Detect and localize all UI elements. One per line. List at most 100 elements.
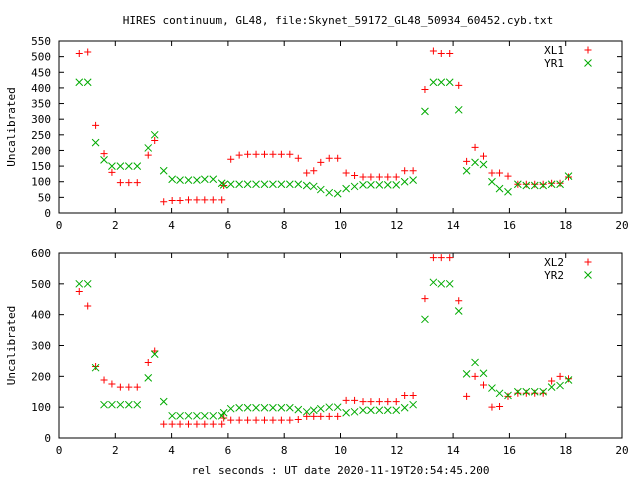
top-point-xl1 xyxy=(286,150,294,158)
top-xtick-label: 2 xyxy=(112,219,119,232)
top-point-xl1 xyxy=(539,180,547,188)
top-point-xl1 xyxy=(480,152,488,160)
top-ytick-label: 400 xyxy=(31,82,51,95)
chart-title: HIRES continuum, GL48, file:Skynet_59172… xyxy=(123,14,553,27)
bottom-ytick-label: 200 xyxy=(31,370,51,383)
top-point-xl1 xyxy=(125,179,133,187)
top-ytick-label: 450 xyxy=(31,66,51,79)
bottom-point-yr2 xyxy=(100,400,108,409)
bottom-point-xl2 xyxy=(116,383,124,391)
bottom-point-xl2 xyxy=(84,302,92,310)
top-ytick-label: 500 xyxy=(31,51,51,64)
top-point-xl1 xyxy=(176,196,184,204)
bottom-xtick-label: 12 xyxy=(390,444,403,457)
bottom-point-yr2 xyxy=(176,411,184,420)
top-point-xl1 xyxy=(548,179,556,187)
top-point-xl1 xyxy=(471,143,479,151)
top-point-xl1 xyxy=(209,196,217,204)
top-point-xl1 xyxy=(252,150,260,158)
top-point-yr1 xyxy=(333,189,342,198)
bottom-point-xl2 xyxy=(244,416,252,424)
bottom-point-yr2 xyxy=(530,387,539,396)
bottom-y-axis-label: Uncalibrated xyxy=(5,306,18,385)
top-point-yr1 xyxy=(226,180,235,189)
bottom-point-xl2 xyxy=(108,380,116,388)
bottom-point-xl2 xyxy=(429,254,437,262)
bottom-point-xl2 xyxy=(463,392,471,400)
bottom-point-yr2 xyxy=(350,407,359,416)
bottom-point-yr2 xyxy=(277,403,286,412)
bottom-point-xl2 xyxy=(286,416,294,424)
bottom-point-yr2 xyxy=(252,403,260,412)
bottom-point-yr2 xyxy=(359,406,367,415)
top-point-xl1 xyxy=(504,172,512,180)
top-point-yr1 xyxy=(367,181,375,189)
bottom-xtick-label: 14 xyxy=(446,444,460,457)
bottom-point-xl2 xyxy=(125,383,133,391)
bottom-point-xl2 xyxy=(303,412,311,420)
top-point-yr1 xyxy=(285,180,294,189)
top-point-yr1 xyxy=(556,180,564,189)
top-point-yr1 xyxy=(277,180,286,189)
bottom-point-yr2 xyxy=(91,363,100,372)
top-point-yr1 xyxy=(294,180,303,189)
bottom-ytick-label: 300 xyxy=(31,340,51,353)
bottom-point-xl2 xyxy=(92,362,100,370)
top-point-yr1 xyxy=(219,181,228,189)
bottom-point-xl2 xyxy=(565,375,573,383)
top-point-yr1 xyxy=(124,162,133,170)
bottom-point-xl2 xyxy=(160,420,168,428)
bottom-point-xl2 xyxy=(496,403,504,411)
bottom-point-xl2 xyxy=(522,389,530,397)
top-ytick-label: 150 xyxy=(31,160,51,173)
top-point-xl1 xyxy=(269,150,277,158)
top-point-xl1 xyxy=(351,171,359,179)
top-point-yr1 xyxy=(445,78,454,87)
top-legend-marker xyxy=(584,59,592,67)
top-xtick-label: 6 xyxy=(225,219,232,232)
bottom-point-xl2 xyxy=(446,254,454,262)
bottom-point-xl2 xyxy=(455,297,463,305)
top-point-xl1 xyxy=(218,196,226,204)
bottom-point-yr2 xyxy=(333,403,342,412)
bottom-point-xl2 xyxy=(504,392,512,400)
bottom-point-xl2 xyxy=(144,358,152,366)
top-point-xl1 xyxy=(342,169,350,177)
bottom-legend-label: YR2 xyxy=(544,269,564,282)
bottom-point-yr2 xyxy=(133,400,142,409)
top-point-yr1 xyxy=(252,180,260,189)
bottom-point-yr2 xyxy=(144,374,153,382)
bottom-point-yr2 xyxy=(235,403,244,412)
bottom-xtick-label: 18 xyxy=(559,444,572,457)
bottom-point-xl2 xyxy=(201,420,209,428)
bottom-point-yr2 xyxy=(116,400,125,409)
bottom-point-xl2 xyxy=(514,389,522,397)
top-point-xl1 xyxy=(384,173,392,181)
bottom-point-xl2 xyxy=(133,383,141,391)
bottom-ytick-label: 100 xyxy=(31,401,51,414)
bottom-xtick-label: 2 xyxy=(112,444,119,457)
top-ytick-label: 50 xyxy=(38,191,51,204)
bottom-point-xl2 xyxy=(227,416,235,424)
top-xtick-label: 16 xyxy=(503,219,516,232)
bottom-point-xl2 xyxy=(176,420,184,428)
top-point-xl1 xyxy=(75,50,83,58)
top-point-xl1 xyxy=(294,154,302,162)
bottom-point-yr2 xyxy=(193,411,201,420)
top-point-yr1 xyxy=(75,78,84,87)
top-point-yr1 xyxy=(513,180,522,189)
top-point-xl1 xyxy=(556,179,564,187)
top-point-xl1 xyxy=(116,179,124,187)
top-point-xl1 xyxy=(446,50,454,58)
bottom-point-xl2 xyxy=(384,398,392,406)
top-xtick-label: 4 xyxy=(168,219,175,232)
bottom-xtick-label: 8 xyxy=(281,444,288,457)
bottom-point-yr2 xyxy=(168,411,177,420)
bottom-point-xl2 xyxy=(269,416,277,424)
bottom-point-xl2 xyxy=(375,398,383,406)
bottom-point-xl2 xyxy=(351,396,359,404)
bottom-point-yr2 xyxy=(269,403,277,412)
top-point-xl1 xyxy=(334,154,342,162)
